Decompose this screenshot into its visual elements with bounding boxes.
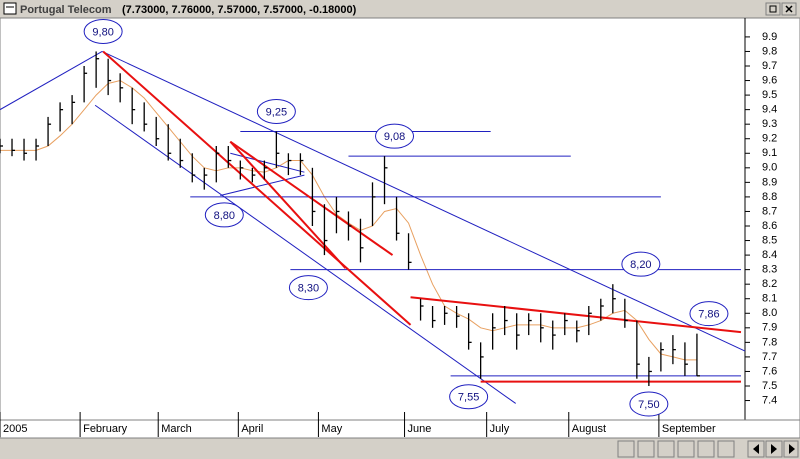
y-tick-label: 9.4 — [762, 104, 777, 116]
callout-label: 7,55 — [458, 392, 479, 404]
y-tick-label: 9.9 — [762, 31, 777, 43]
y-tick-label: 9.5 — [762, 89, 777, 101]
callout-label: 9,25 — [266, 106, 287, 118]
x-tick-label: August — [572, 423, 606, 435]
x-tick-label: April — [241, 423, 263, 435]
callout-label: 7,86 — [698, 309, 719, 321]
trend-line — [229, 140, 394, 256]
callout-circle — [449, 384, 489, 410]
y-tick-label: 9.8 — [762, 45, 777, 57]
trend-line — [101, 51, 746, 352]
end-arrow — [789, 444, 795, 454]
callout-circle — [375, 123, 415, 149]
window-icon — [3, 2, 17, 15]
y-tick-label: 9.1 — [762, 147, 777, 159]
zoom-out-button[interactable] — [617, 440, 635, 458]
y-tick-label: 8.8 — [762, 191, 777, 203]
y-tick-label: 9.0 — [762, 162, 777, 174]
y-tick-label: 8.6 — [762, 220, 777, 232]
trend-line — [0, 51, 103, 111]
callout-circle — [256, 98, 296, 124]
y-tick-label: 8.5 — [762, 234, 777, 246]
callout-label: 9,80 — [92, 26, 113, 38]
x-tick-label: June — [408, 423, 432, 435]
trend-line — [410, 296, 742, 334]
y-tick-label: 7.9 — [762, 322, 777, 334]
zoom-button[interactable] — [677, 440, 695, 458]
callout-label: 7,50 — [638, 399, 659, 411]
y-tick-label: 8.9 — [762, 176, 777, 188]
x-tick-label: March — [161, 423, 192, 435]
y-tick-label: 8.0 — [762, 307, 777, 319]
x-tick-label: 2005 — [3, 423, 27, 435]
x-tick-label: February — [83, 423, 128, 435]
y-tick-label: 9.7 — [762, 60, 777, 72]
callout-circle — [621, 251, 661, 277]
y-tick-label: 9.6 — [762, 74, 777, 86]
y-tick-label: 9.3 — [762, 118, 777, 130]
trend-line — [94, 104, 516, 404]
title-bar — [1, 1, 799, 17]
x-tick-label: September — [662, 423, 716, 435]
x-tick-label: May — [321, 423, 342, 435]
x-axis-strip — [0, 419, 800, 439]
y-tick-label: 7.8 — [762, 336, 777, 348]
y-tick-label: 8.3 — [762, 264, 777, 276]
y-tick-label: 9.2 — [762, 133, 777, 145]
fit-button[interactable] — [657, 440, 675, 458]
callout-circle — [83, 18, 123, 44]
window-title: Portugal Telecom — [20, 4, 112, 16]
y-tick-label: 8.2 — [762, 278, 777, 290]
close-icon — [785, 5, 793, 13]
callout-label: 8,80 — [214, 210, 235, 222]
scrollbar — [0, 440, 800, 459]
trend-line — [220, 174, 305, 196]
callout-label: 8,20 — [630, 259, 651, 271]
right-arrow — [771, 444, 777, 454]
zoom-button-2[interactable] — [697, 440, 715, 458]
callout-circle — [629, 391, 669, 417]
settings-button[interactable] — [717, 440, 735, 458]
restore-button[interactable] — [765, 2, 781, 16]
y-tick-label: 7.7 — [762, 351, 777, 363]
callout-label: 9,08 — [384, 131, 405, 143]
callout-circle — [288, 275, 328, 301]
trend-line — [102, 50, 412, 326]
zoom-in-button[interactable] — [637, 440, 655, 458]
window-values: (7.73000, 7.76000, 7.57000, 7.57000, -0.… — [122, 4, 357, 16]
plot-layer: 9.9 9.8 9.7 9.6 9.5 9.4 9.3 9.2 9.1 9.0 8.9 8.8 8.7 8… — [0, 18, 777, 437]
x-tick-label: July — [490, 423, 510, 435]
trend-line — [229, 140, 347, 269]
left-arrow — [753, 444, 759, 454]
y-tick-label: 8.7 — [762, 205, 777, 217]
y-tick-label: 7.5 — [762, 380, 777, 392]
y-tick-label: 8.4 — [762, 249, 777, 261]
y-tick-label: 8.1 — [762, 293, 777, 305]
restore-icon — [769, 5, 777, 13]
y-tick-label: 7.4 — [762, 394, 777, 406]
callout-circle — [204, 202, 244, 228]
callout-label: 8,30 — [298, 283, 319, 295]
callout-circle — [689, 301, 729, 327]
y-tick-label: 7.6 — [762, 365, 777, 377]
